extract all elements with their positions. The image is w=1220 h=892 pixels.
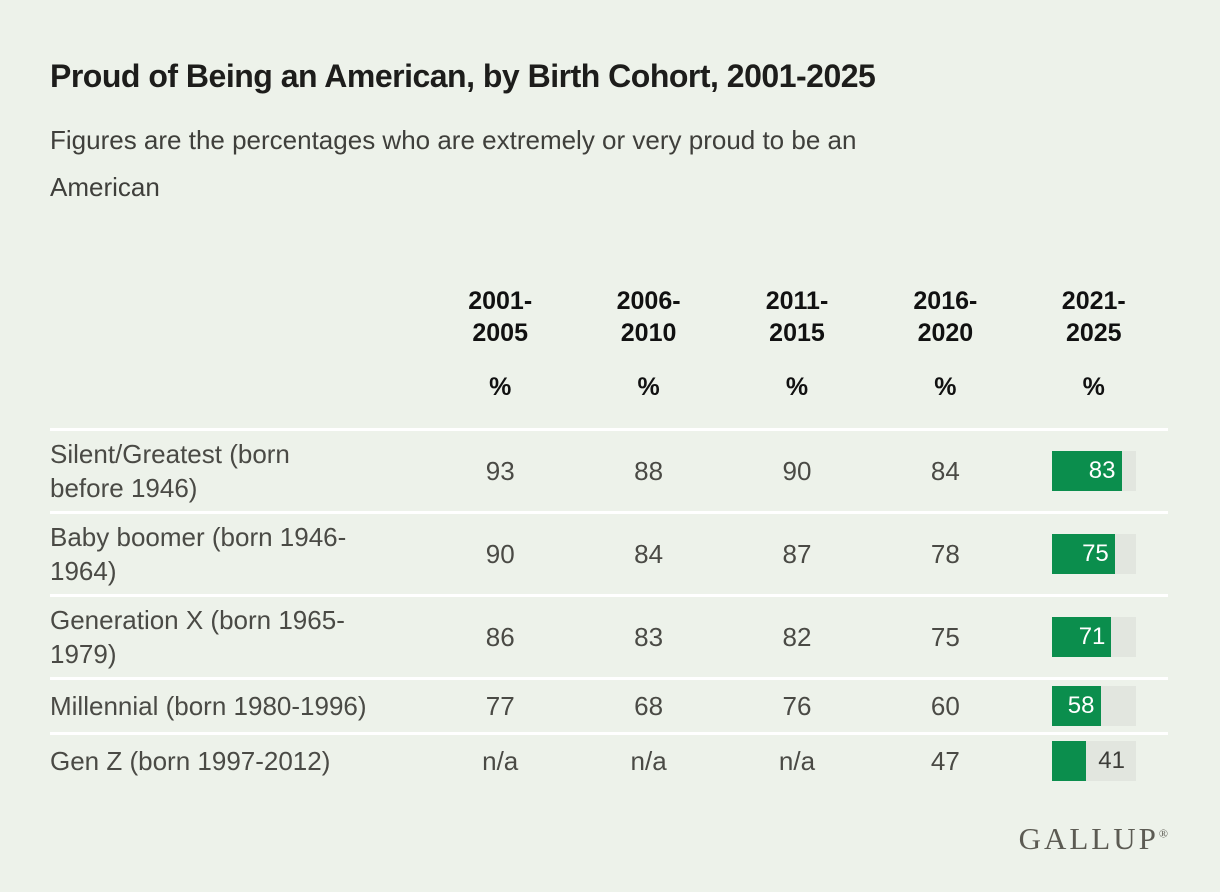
table-row-generation-x: Generation X (born 1965-1979) 86 83 82 7… [50, 594, 1168, 677]
row-label: Generation X (born 1965-1979) [50, 605, 345, 669]
chart-subtitle: Figures are the percentages who are extr… [50, 125, 857, 202]
value-cell: n/a [482, 745, 519, 776]
percent-header: % [489, 373, 512, 401]
table-header-years: 2001-2005 2006-2010 2011-2015 2016-2020 … [50, 285, 1168, 349]
value-cell: 75 [930, 621, 960, 652]
bar-cell: 75 [1020, 528, 1168, 580]
row-label: Baby boomer (born 1946-1964) [50, 522, 347, 586]
row-label: Millennial (born 1980-1996) [50, 691, 367, 721]
value-cell: 88 [634, 455, 664, 486]
page: Proud of Being an American, by Birth Coh… [0, 58, 1220, 857]
bar-fill: 71 [1051, 617, 1112, 657]
column-header-2001-2005: 2001-2005 [468, 287, 533, 347]
mini-bar: 41 [1051, 741, 1136, 781]
value-cell: 84 [930, 455, 960, 486]
value-cell: 93 [485, 455, 515, 486]
value-cell: 47 [930, 745, 960, 776]
bar-fill: 75 [1051, 534, 1115, 574]
mini-bar: 75 [1051, 534, 1136, 574]
value-cell: 60 [930, 690, 960, 721]
table-header-percent: % % % % % [50, 373, 1168, 402]
bar-cell: 83 [1020, 445, 1168, 497]
bar-fill: 58 [1051, 686, 1101, 726]
percent-header: % [1082, 373, 1105, 401]
column-header-2011-2015: 2011-2015 [765, 287, 829, 347]
value-cell: 86 [485, 621, 515, 652]
value-cell: 76 [782, 690, 812, 721]
value-cell: 82 [782, 621, 812, 652]
value-cell: 90 [485, 538, 515, 569]
bar-value-label: 75 [1082, 540, 1109, 567]
column-header-2021-2025: 2021-2025 [1061, 287, 1126, 347]
bar-value-label: 71 [1078, 623, 1106, 650]
percent-header: % [934, 373, 957, 401]
percent-header: % [637, 373, 660, 401]
value-cell: 78 [930, 538, 960, 569]
mini-bar: 71 [1051, 617, 1136, 657]
percent-header: % [785, 373, 809, 401]
value-cell: 83 [634, 621, 664, 652]
bar-value-label: 83 [1088, 457, 1116, 484]
value-cell: 68 [634, 690, 664, 721]
bar-cell: 41 [1020, 735, 1168, 787]
value-cell: n/a [778, 745, 816, 776]
registered-mark: ® [1158, 826, 1168, 841]
value-cell: 87 [782, 538, 812, 569]
table-row-millennial: Millennial (born 1980-1996) 77 68 76 60 … [50, 677, 1168, 732]
mini-bar: 58 [1051, 686, 1136, 726]
footer: GALLUP® [50, 821, 1168, 857]
value-cell: 90 [782, 455, 812, 486]
table-row-baby-boomer: Baby boomer (born 1946-1964) 90 84 87 78… [50, 511, 1168, 594]
bar-fill: 41 [1051, 741, 1125, 781]
bar-cell: 71 [1020, 611, 1168, 663]
chart-title: Proud of Being an American, by Birth Coh… [50, 58, 876, 94]
column-header-2016-2020: 2016-2020 [913, 287, 978, 347]
bar-value-label: 58 [1067, 692, 1095, 719]
value-cell: n/a [630, 745, 667, 776]
row-label: Silent/Greatest (born before 1946) [50, 439, 290, 503]
bar-value-label: 41 [1098, 747, 1125, 774]
table-row-silent-greatest: Silent/Greatest (born before 1946) 93 88… [50, 428, 1168, 511]
table-row-gen-z: Gen Z (born 1997-2012) n/a n/a n/a 47 41 [50, 732, 1168, 787]
value-cell: 84 [634, 538, 664, 569]
gallup-logo: GALLUP® [1018, 821, 1168, 856]
mini-bar: 83 [1051, 451, 1136, 491]
row-label: Gen Z (born 1997-2012) [50, 746, 331, 776]
bar-cell: 58 [1020, 680, 1168, 732]
column-header-2006-2010: 2006-2010 [616, 287, 681, 347]
value-cell: 77 [485, 690, 515, 721]
bar-fill: 83 [1051, 451, 1122, 491]
